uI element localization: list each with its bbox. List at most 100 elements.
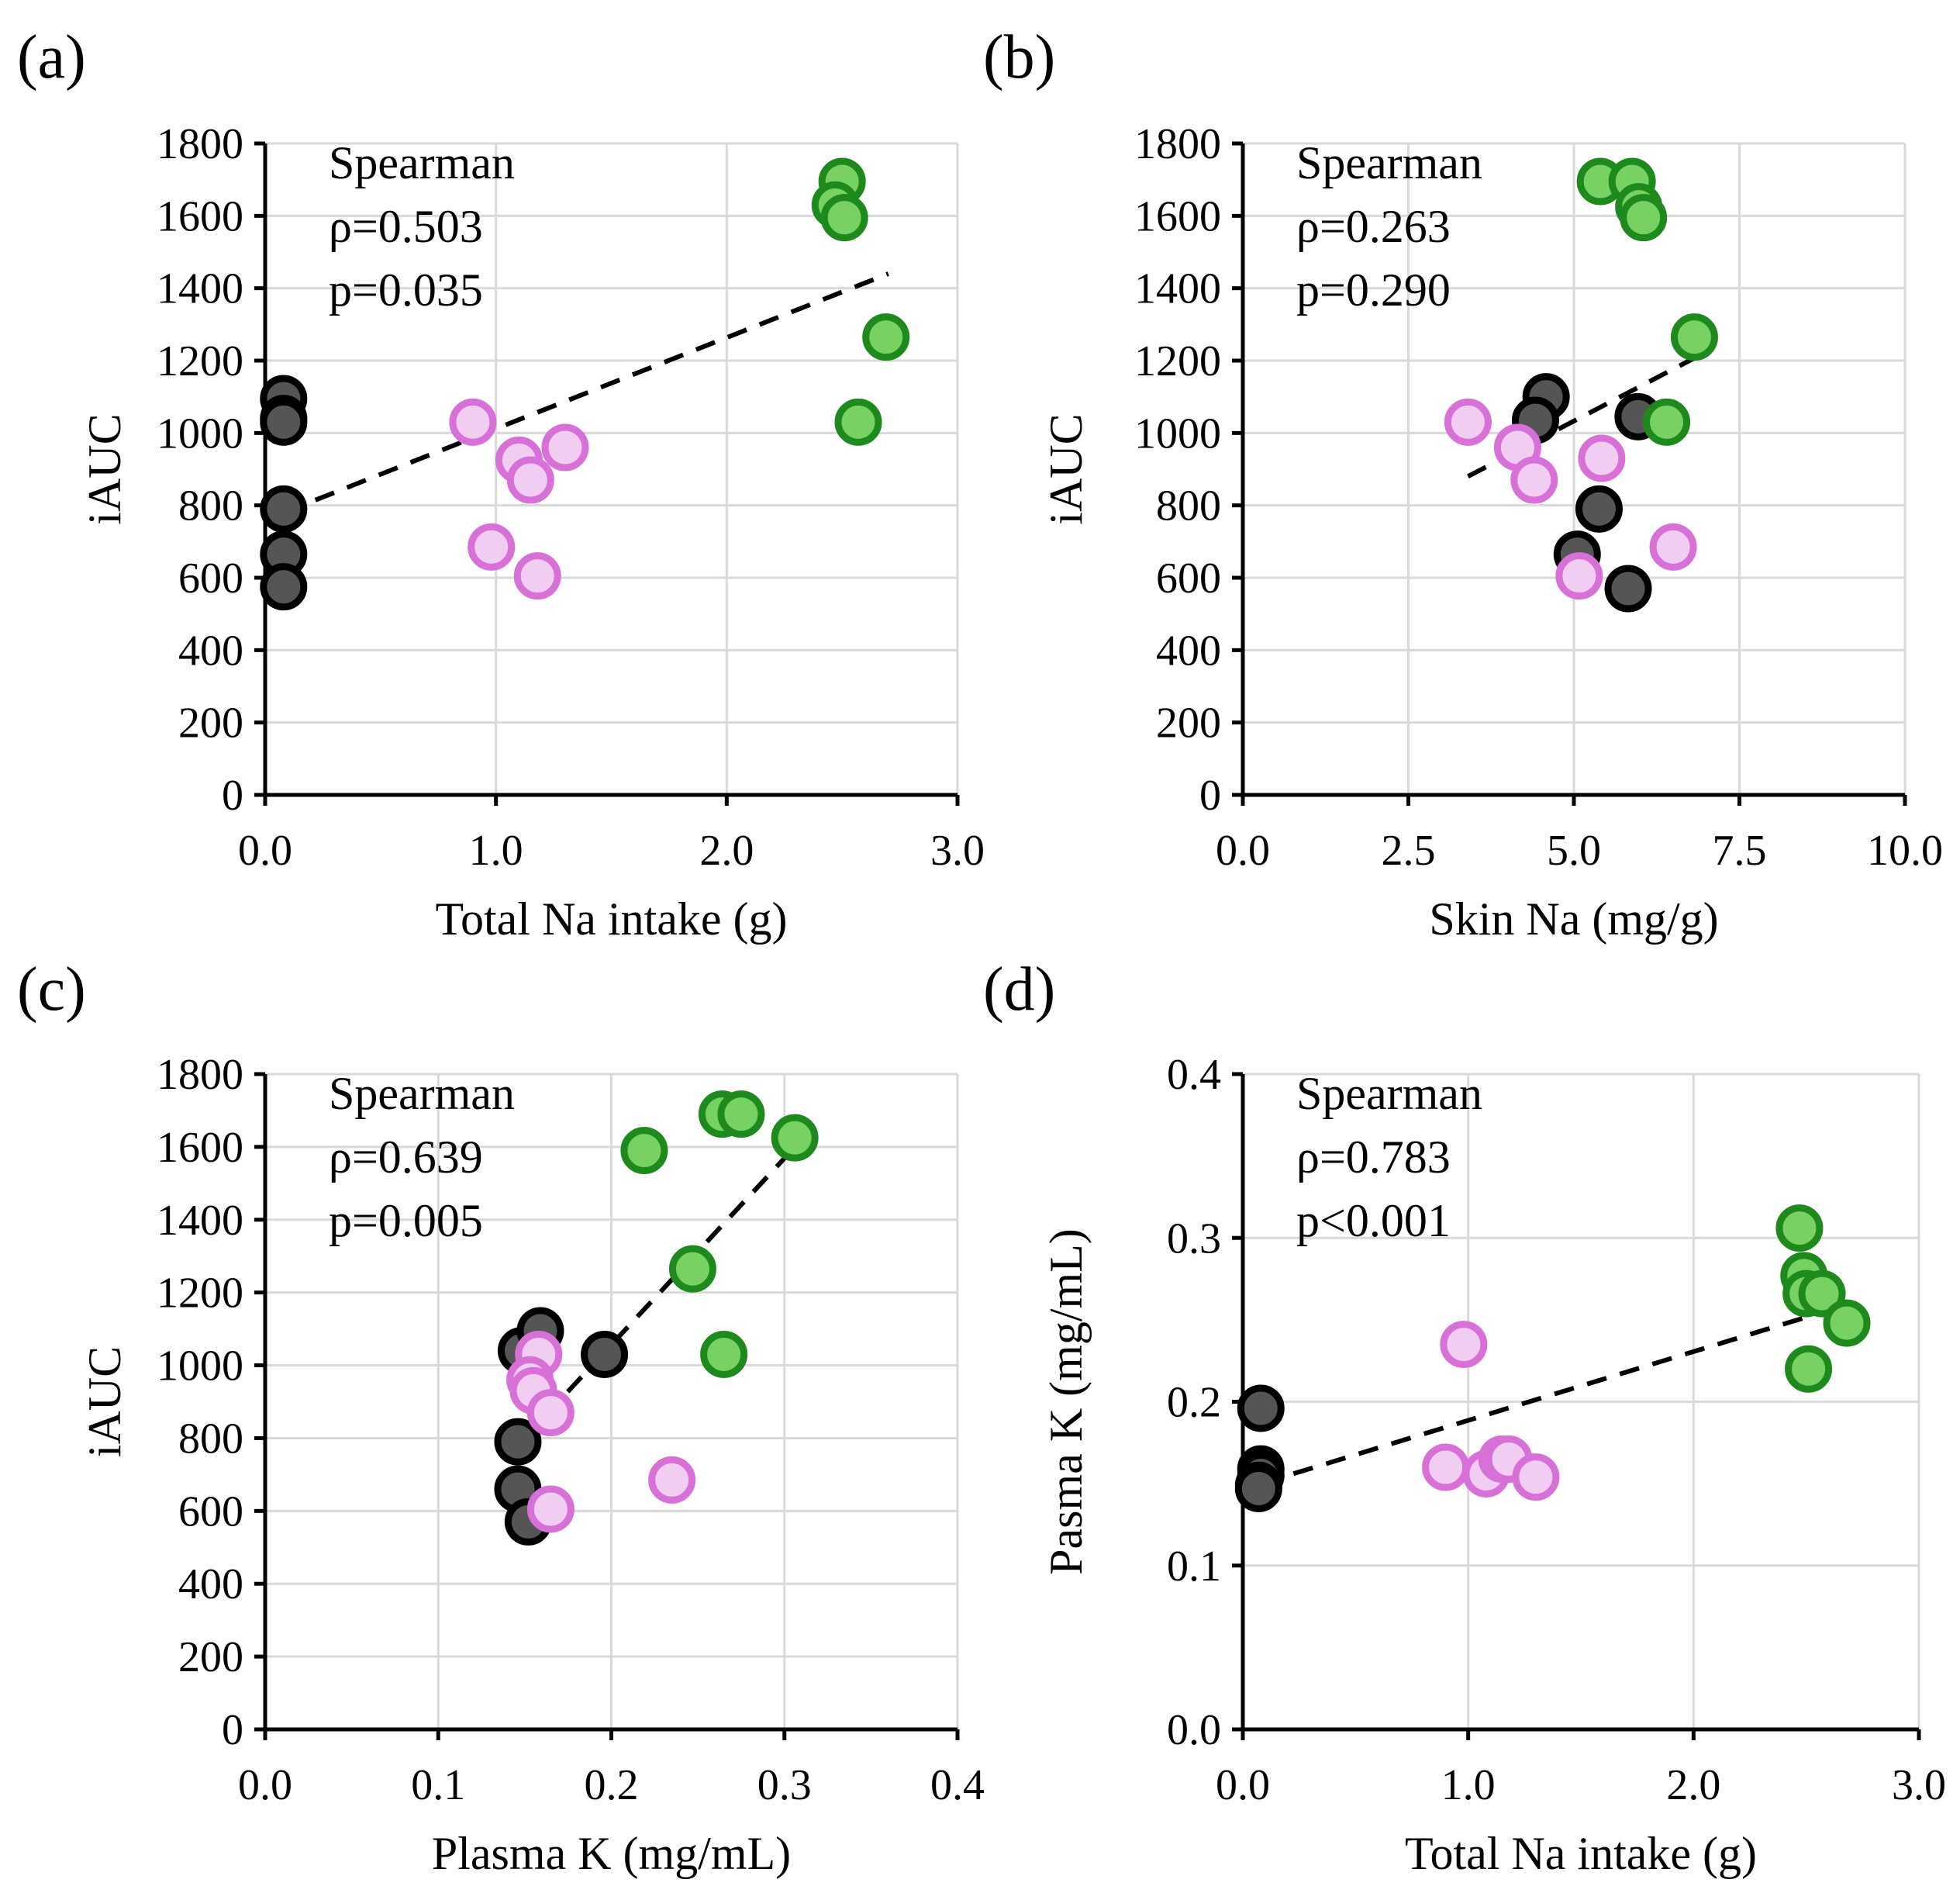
y-tick-label: 1400 bbox=[1134, 265, 1221, 313]
x-tick-label: 1.0 bbox=[1441, 1761, 1496, 1809]
y-tick-label: 0.1 bbox=[1167, 1542, 1221, 1591]
y-tick-label: 0 bbox=[1199, 772, 1221, 820]
y-tick-label: 200 bbox=[178, 700, 243, 748]
data-point-high bbox=[1798, 1270, 1846, 1318]
trendline bbox=[519, 1138, 804, 1444]
data-point-low bbox=[1649, 523, 1697, 571]
data-point-high bbox=[834, 398, 882, 446]
y-tick-label: 1200 bbox=[157, 1270, 243, 1318]
data-point-control bbox=[581, 1330, 629, 1378]
stat-annotation-line: p=0.005 bbox=[329, 1195, 483, 1246]
data-point-low bbox=[526, 1485, 575, 1533]
stat-annotation-line: Spearman bbox=[329, 1068, 515, 1119]
y-tick-label: 0.3 bbox=[1167, 1214, 1221, 1263]
y-tick-label: 600 bbox=[178, 1487, 243, 1536]
stat-annotation-line: Spearman bbox=[329, 137, 515, 188]
stat-annotation-line: Spearman bbox=[1296, 1068, 1482, 1119]
x-tick-label: 1.0 bbox=[469, 827, 523, 875]
panel-label: (d) bbox=[983, 955, 1055, 1024]
y-axis-title: iAUC bbox=[1040, 413, 1092, 524]
stat-annotation-line: Spearman bbox=[1296, 137, 1482, 188]
data-point-low bbox=[526, 1389, 575, 1437]
y-axis-title: iAUC bbox=[79, 413, 130, 524]
data-point-low bbox=[1510, 456, 1558, 504]
y-tick-label: 1600 bbox=[157, 1124, 243, 1172]
x-axis-title: Plasma K (mg/mL) bbox=[432, 1828, 791, 1879]
panel-label: (b) bbox=[983, 23, 1055, 92]
data-point-control bbox=[1575, 485, 1623, 533]
x-axis-title: Skin Na (mg/g) bbox=[1429, 893, 1718, 945]
y-tick-label: 1000 bbox=[157, 409, 243, 458]
panel-b: 0 200 400 600 800 1000 1200 1400 1600 1800 0.0 2.5 5… bbox=[983, 23, 1943, 945]
x-tick-label: 7.5 bbox=[1713, 827, 1767, 875]
data-point-high bbox=[820, 194, 868, 242]
y-tick-label: 1800 bbox=[157, 1051, 243, 1099]
y-tick-label: 0.0 bbox=[1167, 1706, 1221, 1754]
data-point-control bbox=[1604, 565, 1652, 613]
x-tick-label: 5.0 bbox=[1547, 827, 1601, 875]
data-point-high bbox=[717, 1090, 765, 1138]
x-tick-label: 2.0 bbox=[699, 827, 754, 875]
x-tick-label: 0.1 bbox=[411, 1761, 465, 1809]
y-tick-label: 600 bbox=[1156, 554, 1221, 603]
data-point-low bbox=[1578, 434, 1626, 482]
x-tick-label: 2.0 bbox=[1666, 1761, 1720, 1809]
y-tick-label: 1200 bbox=[157, 337, 243, 385]
data-point-control bbox=[260, 563, 308, 611]
y-axis-title: iAUC bbox=[79, 1346, 130, 1457]
panel-d: 0.0 0.1 0.2 0.3 0.4 0.0 1.0 2.0 3.0 Total Na inta… bbox=[983, 955, 1946, 1879]
x-tick-label: 10.0 bbox=[1867, 827, 1943, 875]
x-tick-label: 3.0 bbox=[930, 827, 985, 875]
stat-annotation-line: ρ=0.783 bbox=[1296, 1131, 1451, 1183]
y-tick-label: 0.2 bbox=[1167, 1379, 1221, 1427]
stat-annotation-line: p=0.035 bbox=[329, 264, 483, 316]
y-tick-label: 400 bbox=[1156, 627, 1221, 675]
panel-label: (c) bbox=[17, 955, 86, 1024]
panel-label: (a) bbox=[17, 23, 86, 92]
y-tick-label: 200 bbox=[1156, 700, 1221, 748]
data-point-low bbox=[541, 423, 589, 472]
data-point-high bbox=[1670, 313, 1718, 361]
x-axis-title: Total Na intake (g) bbox=[436, 893, 788, 945]
data-point-high bbox=[1643, 398, 1691, 446]
data-point-control bbox=[494, 1418, 542, 1466]
x-tick-label: 0.3 bbox=[757, 1761, 812, 1809]
y-tick-label: 200 bbox=[178, 1633, 243, 1681]
x-tick-label: 0.0 bbox=[1216, 1761, 1270, 1809]
data-point-control bbox=[1237, 1384, 1285, 1432]
y-tick-label: 1600 bbox=[1134, 192, 1221, 240]
data-point-low bbox=[449, 398, 497, 446]
stat-annotation-line: ρ=0.639 bbox=[329, 1131, 483, 1183]
y-tick-label: 600 bbox=[178, 554, 243, 603]
data-point-high bbox=[1620, 194, 1668, 242]
stat-annotation-line: p<0.001 bbox=[1296, 1195, 1451, 1246]
data-point-low bbox=[1444, 398, 1492, 446]
x-tick-label: 0.0 bbox=[238, 1761, 292, 1809]
data-point-low bbox=[1440, 1321, 1488, 1369]
data-point-high bbox=[1775, 1204, 1824, 1252]
y-tick-label: 800 bbox=[178, 1415, 243, 1463]
y-tick-label: 1200 bbox=[1134, 337, 1221, 385]
y-tick-label: 0 bbox=[222, 1706, 243, 1754]
y-tick-label: 1800 bbox=[157, 120, 243, 168]
panel-c: 0 200 400 600 800 1000 1200 1400 1600 1800 0.0 0.1 0… bbox=[17, 955, 985, 1879]
x-tick-label: 0.2 bbox=[585, 1761, 639, 1809]
data-point-high bbox=[1785, 1345, 1833, 1393]
data-point-high bbox=[620, 1127, 668, 1175]
data-point-low bbox=[513, 552, 561, 600]
x-tick-label: 0.4 bbox=[930, 1761, 985, 1809]
x-tick-label: 0.0 bbox=[238, 827, 292, 875]
data-point-high bbox=[700, 1330, 748, 1378]
data-point-control bbox=[1234, 1464, 1282, 1512]
y-tick-label: 800 bbox=[1156, 482, 1221, 530]
data-point-low bbox=[506, 456, 554, 504]
y-tick-label: 800 bbox=[178, 482, 243, 530]
data-point-high bbox=[771, 1114, 819, 1162]
stat-annotation-line: ρ=0.503 bbox=[329, 201, 483, 252]
y-tick-label: 0.4 bbox=[1167, 1051, 1221, 1099]
x-axis-title: Total Na intake (g) bbox=[1405, 1828, 1757, 1879]
x-tick-label: 0.0 bbox=[1216, 827, 1270, 875]
data-point-control bbox=[260, 398, 308, 446]
data-point-low bbox=[468, 523, 516, 571]
